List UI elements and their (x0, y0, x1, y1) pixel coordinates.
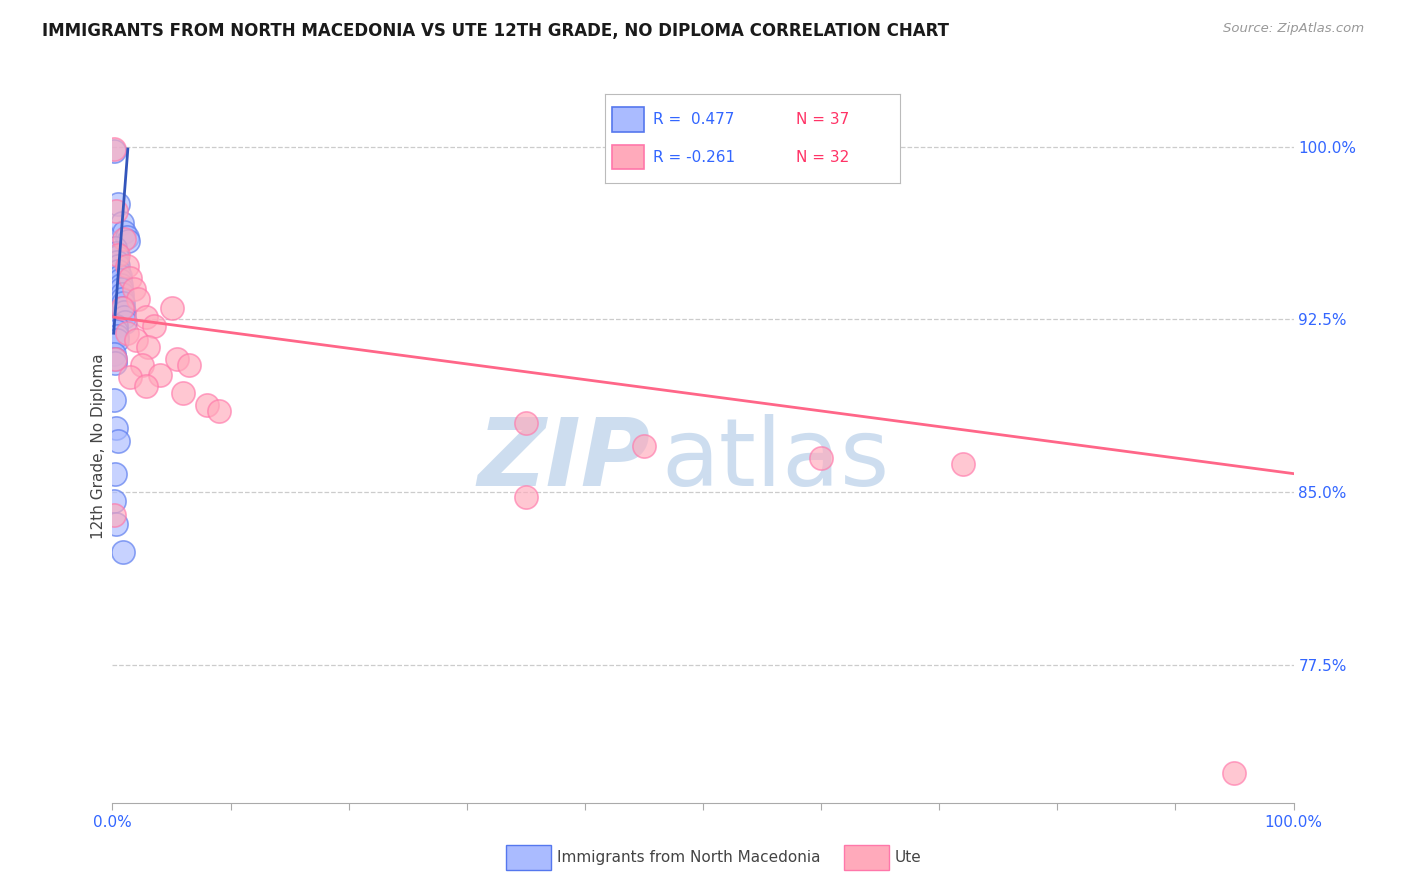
Point (112, 225, 135, 239)
Point (108, 268, 131, 283)
Point (111, 292, 134, 306)
Point (105, 517, 128, 532)
Point (110, 277, 132, 292)
Text: R =  0.477: R = 0.477 (654, 112, 735, 127)
Point (111, 216, 134, 230)
Point (103, 142, 125, 156)
Point (103, 347, 125, 361)
Point (112, 305, 135, 319)
Point (114, 315, 136, 329)
Point (103, 508, 125, 522)
Point (122, 283, 145, 297)
Point (112, 232, 135, 246)
Point (166, 351, 188, 366)
Point (633, 439, 655, 453)
Point (112, 296, 135, 310)
Text: ZIP: ZIP (477, 414, 650, 507)
Point (103, 494, 125, 508)
Point (515, 416, 537, 430)
Point (127, 292, 149, 306)
Point (115, 260, 138, 274)
Point (107, 264, 129, 278)
Point (107, 248, 129, 262)
Point (117, 234, 139, 248)
Bar (612, 107, 644, 131)
Text: IMMIGRANTS FROM NORTH MACEDONIA VS UTE 12TH GRADE, NO DIPLOMA CORRELATION CHART: IMMIGRANTS FROM NORTH MACEDONIA VS UTE 1… (42, 22, 949, 40)
Point (172, 386, 194, 401)
Point (131, 359, 153, 373)
Point (149, 368, 172, 382)
Point (112, 545, 135, 559)
Point (136, 340, 159, 354)
Point (104, 241, 127, 255)
Point (107, 260, 129, 274)
Point (112, 301, 135, 315)
Point (952, 458, 974, 472)
Text: atlas: atlas (662, 414, 890, 507)
Text: R = -0.261: R = -0.261 (654, 150, 735, 165)
Point (108, 273, 131, 287)
Text: Source: ZipAtlas.com: Source: ZipAtlas.com (1223, 22, 1364, 36)
Bar (612, 145, 644, 169)
Point (110, 283, 132, 297)
Point (104, 351, 127, 366)
Point (105, 250, 128, 264)
Point (810, 450, 832, 465)
Text: Immigrants from North Macedonia: Immigrants from North Macedonia (557, 850, 820, 864)
Point (120, 271, 142, 285)
Point (125, 333, 148, 347)
Point (103, 392, 125, 407)
Y-axis label: 12th Grade, No Diploma: 12th Grade, No Diploma (91, 353, 105, 539)
Text: Ute: Ute (894, 850, 921, 864)
Point (105, 333, 128, 347)
Point (120, 370, 142, 384)
Point (105, 324, 128, 338)
Point (515, 490, 537, 504)
Text: N = 32: N = 32 (796, 150, 849, 165)
Point (208, 404, 231, 418)
Text: N = 37: N = 37 (796, 112, 849, 127)
Point (115, 326, 138, 341)
Point (111, 301, 134, 315)
Point (107, 434, 129, 449)
Point (195, 398, 218, 412)
Point (104, 351, 127, 366)
Point (105, 255, 128, 269)
Point (179, 359, 201, 373)
Point (160, 301, 183, 315)
Point (107, 197, 129, 211)
Point (142, 319, 165, 334)
Point (135, 379, 157, 393)
Point (103, 145, 125, 159)
Point (104, 356, 127, 370)
Point (104, 467, 127, 481)
Point (135, 310, 157, 324)
Point (105, 245, 128, 260)
Point (111, 287, 134, 301)
Point (115, 229, 138, 244)
Point (112, 310, 135, 324)
Point (105, 328, 128, 343)
Point (1223, 765, 1246, 780)
Point (105, 319, 128, 334)
Point (105, 420, 128, 434)
Point (105, 204, 128, 219)
